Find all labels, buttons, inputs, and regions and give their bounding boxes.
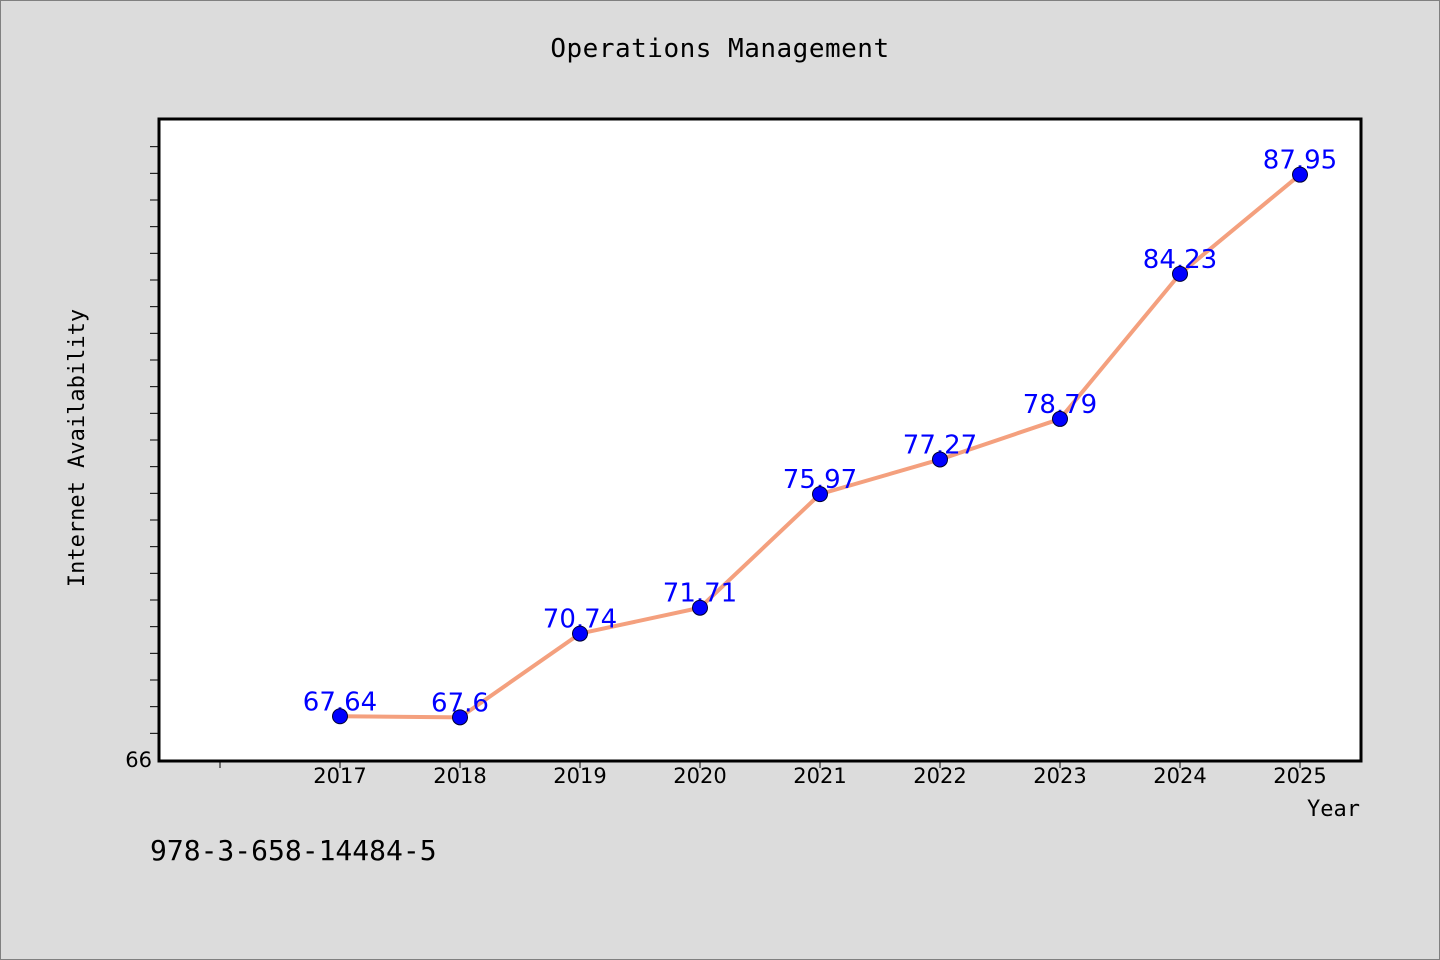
data-point bbox=[1292, 166, 1308, 183]
footnote: 978-3-658-14484-5 bbox=[150, 834, 437, 867]
y-axis-ticks: 66 bbox=[125, 146, 158, 772]
data-point bbox=[1172, 265, 1188, 282]
plot-area bbox=[157, 117, 1363, 763]
series-layer: 67.64 67.670.7471.7175.9777.2778.7984.238… bbox=[303, 146, 1337, 726]
x-tick-label: 2017 bbox=[313, 764, 366, 788]
x-tick-label: 2024 bbox=[1153, 764, 1206, 788]
chart-title: Operations Management bbox=[550, 34, 890, 64]
data-point bbox=[572, 625, 588, 642]
x-tick-label: 2018 bbox=[433, 764, 486, 788]
x-tick-label: 2022 bbox=[913, 764, 966, 788]
data-point bbox=[452, 709, 468, 726]
data-point bbox=[332, 708, 348, 725]
x-tick-label: 2019 bbox=[553, 764, 606, 788]
x-tick-label: 2020 bbox=[673, 764, 726, 788]
y-axis-title: Internet Availability bbox=[65, 309, 90, 587]
x-axis-title: Year bbox=[1307, 797, 1360, 822]
data-point bbox=[932, 451, 948, 468]
x-tick-label: 2023 bbox=[1033, 764, 1086, 788]
data-point bbox=[1052, 410, 1068, 427]
x-tick-label: 2025 bbox=[1273, 764, 1326, 788]
x-axis-ticks: 2017 2018 2019 2020 2021 2022 2023 2024 2025 bbox=[219, 762, 1327, 788]
x-tick-label: 2021 bbox=[793, 764, 846, 788]
data-point bbox=[812, 486, 828, 503]
y-tick-label: 66 bbox=[125, 748, 152, 772]
data-point bbox=[692, 599, 708, 616]
